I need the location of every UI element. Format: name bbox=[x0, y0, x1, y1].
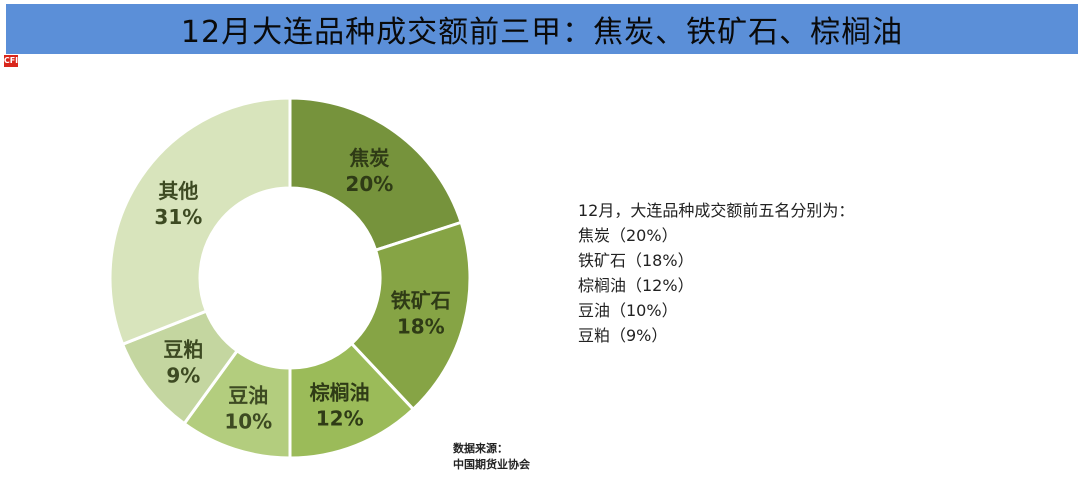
slice-value-label: 12% bbox=[316, 407, 364, 431]
cfi-logo: CFI bbox=[3, 55, 19, 67]
slice-name-label: 豆粕 bbox=[163, 338, 203, 362]
slice-焦炭 bbox=[288, 96, 464, 253]
source-value: 中国期货业协会 bbox=[453, 458, 530, 471]
slice-其他 bbox=[108, 96, 292, 347]
slice-value-label: 20% bbox=[345, 172, 393, 196]
summary-item: 棕榈油（12%） bbox=[578, 276, 694, 295]
summary-item: 铁矿石（18%） bbox=[578, 251, 694, 270]
slice-name-label: 其他 bbox=[158, 179, 198, 203]
slice-value-label: 9% bbox=[166, 364, 200, 388]
slice-name-label: 焦炭 bbox=[349, 146, 389, 170]
slice-铁矿石 bbox=[349, 220, 472, 412]
slice-name-label: 棕榈油 bbox=[310, 381, 370, 405]
summary-item: 焦炭（20%） bbox=[578, 226, 678, 245]
summary-item: 豆粕（9%） bbox=[578, 326, 668, 345]
slice-name-label: 豆油 bbox=[228, 383, 268, 407]
slice-value-label: 31% bbox=[154, 205, 202, 229]
slice-value-label: 10% bbox=[224, 409, 272, 433]
data-source: 数据来源： 中国期货业协会 bbox=[453, 441, 530, 473]
slice-name-label: 铁矿石 bbox=[391, 289, 451, 313]
summary-item: 豆油（10%） bbox=[578, 301, 678, 320]
slice-value-label: 18% bbox=[397, 315, 445, 339]
page-title: 12月大连品种成交额前三甲：焦炭、铁矿石、棕榈油 bbox=[6, 4, 1078, 54]
source-label: 数据来源： bbox=[453, 442, 508, 455]
summary-heading: 12月，大连品种成交额前五名分别为： bbox=[578, 201, 855, 220]
summary-panel: 12月，大连品种成交额前五名分别为： 焦炭（20%） 铁矿石（18%） 棕榈油（… bbox=[578, 198, 854, 348]
